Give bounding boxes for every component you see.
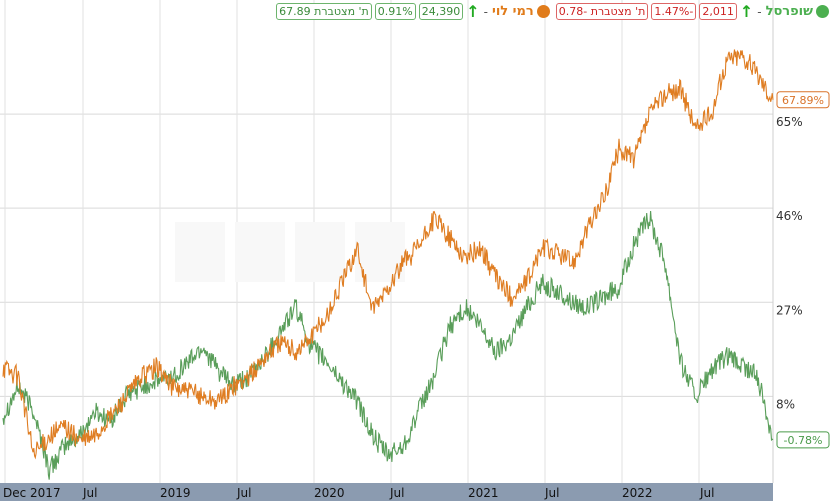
legend-cumulative: ת' מצטברת -0.78 — [555, 3, 649, 20]
y-tick-label: 27% — [776, 303, 803, 317]
x-tick-label: 2022 — [622, 486, 653, 500]
legend-dash: - — [483, 4, 488, 19]
legend-change: -1.47% — [651, 3, 697, 20]
legend-dot-icon — [536, 5, 550, 18]
x-tick-label: 2021 — [468, 486, 499, 500]
legend: שופרסל - ↑ 2,011 -1.47% ת' מצטברת -0.78 רמי לו… — [276, 2, 829, 21]
end-label-rami-levy: 67.89% — [782, 94, 824, 107]
end-labels: 67.89% -0.78% — [776, 91, 830, 449]
x-tick-label: Jul — [699, 486, 714, 500]
series-line-rami_levy — [2, 49, 774, 460]
arrow-up-icon: ↑ — [466, 1, 480, 21]
legend-dot-icon — [816, 5, 829, 18]
series-layer — [2, 49, 774, 480]
x-tick-label: 2020 — [314, 486, 345, 500]
legend-series-name: שופרסל — [765, 4, 813, 19]
y-tick-label: 46% — [776, 209, 803, 223]
arrow-up-icon: ↑ — [739, 1, 754, 21]
y-axis: 65% 46% 27% 8% — [776, 115, 803, 411]
y-tick-label: 8% — [776, 397, 795, 411]
legend-change: 0.91% — [374, 3, 416, 20]
x-tick-label: Jul — [236, 486, 251, 500]
legend-cumulative: ת' מצטברת 67.89 — [276, 3, 372, 20]
x-tick-label: 2019 — [160, 486, 191, 500]
legend-series-name: רמי לוי — [492, 4, 534, 19]
x-tick-label: Jul — [544, 486, 559, 500]
grid-lines — [0, 0, 774, 483]
x-axis-band — [0, 483, 773, 501]
end-label-rami-levy-box — [776, 91, 830, 109]
legend-group-1: רמי לוי - ↑ 24,390 0.91% ת' מצטברת 67.89 — [276, 3, 550, 20]
x-tick-label: Jul — [82, 486, 97, 500]
x-tick-label: Jul — [389, 486, 404, 500]
y-tick-label: 65% — [776, 115, 803, 129]
end-label-shufersal: -0.78% — [784, 434, 823, 447]
legend-dash: - — [757, 4, 762, 19]
x-tick-label: Dec 2017 — [3, 486, 61, 500]
legend-group-0: שופרסל - ↑ 2,011 -1.47% ת' מצטברת -0.78 — [555, 1, 829, 21]
end-label-shufersal-box — [776, 431, 830, 449]
x-axis: Dec 2017 Jul 2019 Jul 2020 Jul 2021 Jul 2022 Jul — [3, 486, 714, 500]
watermark — [175, 222, 405, 282]
legend-value: 2,011 — [699, 3, 737, 20]
legend-value: 24,390 — [418, 3, 464, 20]
